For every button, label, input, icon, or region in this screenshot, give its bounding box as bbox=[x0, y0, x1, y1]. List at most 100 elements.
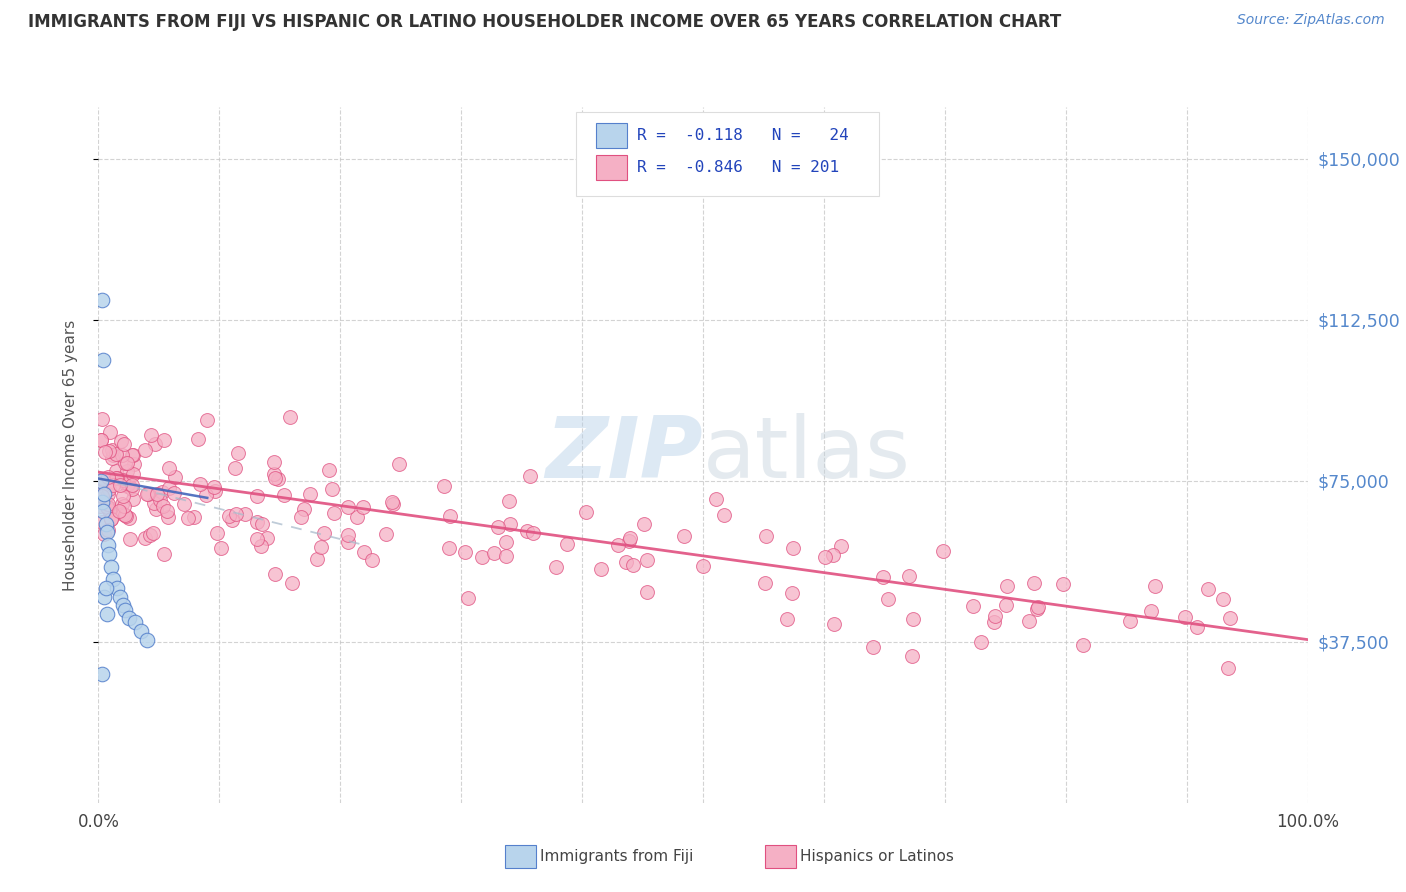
Point bbox=[122, 448, 145, 462]
Point bbox=[112, 489, 135, 503]
Point bbox=[516, 524, 538, 538]
Point bbox=[90, 475, 112, 490]
Point bbox=[361, 552, 384, 566]
Point bbox=[318, 463, 340, 477]
Point bbox=[90, 515, 112, 529]
Point bbox=[1185, 620, 1208, 634]
Point bbox=[903, 612, 925, 626]
Point bbox=[309, 540, 332, 554]
Point bbox=[122, 467, 145, 482]
Text: R =  -0.846   N = 201: R = -0.846 N = 201 bbox=[637, 161, 839, 175]
Point bbox=[91, 490, 114, 504]
Point bbox=[145, 502, 167, 516]
Point bbox=[983, 615, 1005, 630]
Point bbox=[111, 497, 134, 511]
Point bbox=[114, 457, 136, 471]
Point bbox=[108, 504, 131, 518]
Point bbox=[636, 553, 658, 567]
Point bbox=[163, 485, 186, 500]
Point bbox=[323, 506, 346, 520]
Point bbox=[110, 505, 132, 519]
Point bbox=[932, 544, 955, 558]
Point bbox=[146, 487, 169, 501]
Point bbox=[143, 496, 166, 510]
Point bbox=[89, 484, 111, 499]
Point bbox=[96, 607, 118, 621]
Point bbox=[93, 590, 115, 604]
Point bbox=[97, 538, 120, 552]
Point bbox=[381, 494, 404, 508]
Point bbox=[114, 508, 136, 523]
Text: Immigrants from Fiji: Immigrants from Fiji bbox=[540, 849, 693, 863]
Point bbox=[89, 491, 111, 506]
Point bbox=[619, 534, 641, 549]
Point bbox=[782, 541, 804, 555]
Point bbox=[117, 510, 139, 524]
Point bbox=[195, 413, 218, 427]
Text: Hispanics or Latinos: Hispanics or Latinos bbox=[800, 849, 953, 863]
Point bbox=[91, 353, 114, 368]
Point bbox=[91, 411, 114, 425]
Point bbox=[352, 500, 374, 515]
Point bbox=[94, 516, 117, 531]
Point bbox=[616, 555, 638, 569]
Point bbox=[250, 539, 273, 553]
Point bbox=[112, 507, 135, 521]
Point bbox=[495, 549, 517, 563]
Point bbox=[110, 434, 132, 449]
Point bbox=[226, 446, 249, 460]
Point bbox=[522, 525, 544, 540]
Point bbox=[1197, 582, 1219, 597]
Point bbox=[111, 599, 134, 613]
Point bbox=[101, 478, 124, 492]
Point bbox=[970, 635, 993, 649]
Point bbox=[98, 425, 121, 439]
Point bbox=[263, 455, 285, 469]
Point bbox=[250, 516, 273, 531]
Point bbox=[96, 500, 118, 514]
Point bbox=[337, 528, 360, 542]
Point bbox=[93, 526, 115, 541]
Point bbox=[134, 531, 156, 545]
Point bbox=[209, 541, 232, 555]
Point bbox=[124, 615, 146, 630]
Point bbox=[183, 510, 205, 524]
Point bbox=[1219, 611, 1241, 625]
Point bbox=[962, 599, 984, 614]
Point bbox=[152, 485, 174, 500]
Point bbox=[97, 470, 120, 484]
Point bbox=[374, 527, 396, 541]
Point bbox=[115, 479, 138, 493]
Point bbox=[108, 590, 131, 604]
Point bbox=[98, 547, 121, 561]
Point bbox=[877, 592, 900, 607]
Point bbox=[264, 470, 287, 484]
Point bbox=[97, 444, 120, 458]
Point bbox=[100, 512, 122, 526]
Point bbox=[862, 640, 884, 655]
Point bbox=[457, 591, 479, 606]
Point bbox=[121, 482, 143, 496]
Y-axis label: Householder Income Over 65 years: Householder Income Over 65 years bbox=[63, 319, 77, 591]
Point bbox=[353, 545, 375, 559]
Text: atlas: atlas bbox=[703, 413, 911, 497]
Point bbox=[381, 497, 404, 511]
Point bbox=[97, 497, 120, 511]
Point bbox=[633, 517, 655, 532]
Point bbox=[121, 477, 143, 491]
Point bbox=[122, 458, 145, 472]
Point bbox=[101, 450, 124, 465]
Point bbox=[281, 575, 304, 590]
Point bbox=[105, 581, 128, 595]
Point bbox=[575, 505, 598, 519]
Point bbox=[115, 464, 138, 478]
Point bbox=[118, 480, 141, 494]
Point bbox=[775, 611, 797, 625]
Point bbox=[100, 559, 122, 574]
Point bbox=[755, 528, 778, 542]
Point bbox=[1024, 575, 1046, 590]
Point bbox=[156, 510, 179, 524]
Point bbox=[218, 509, 240, 524]
Text: Source: ZipAtlas.com: Source: ZipAtlas.com bbox=[1237, 13, 1385, 28]
Point bbox=[995, 579, 1018, 593]
